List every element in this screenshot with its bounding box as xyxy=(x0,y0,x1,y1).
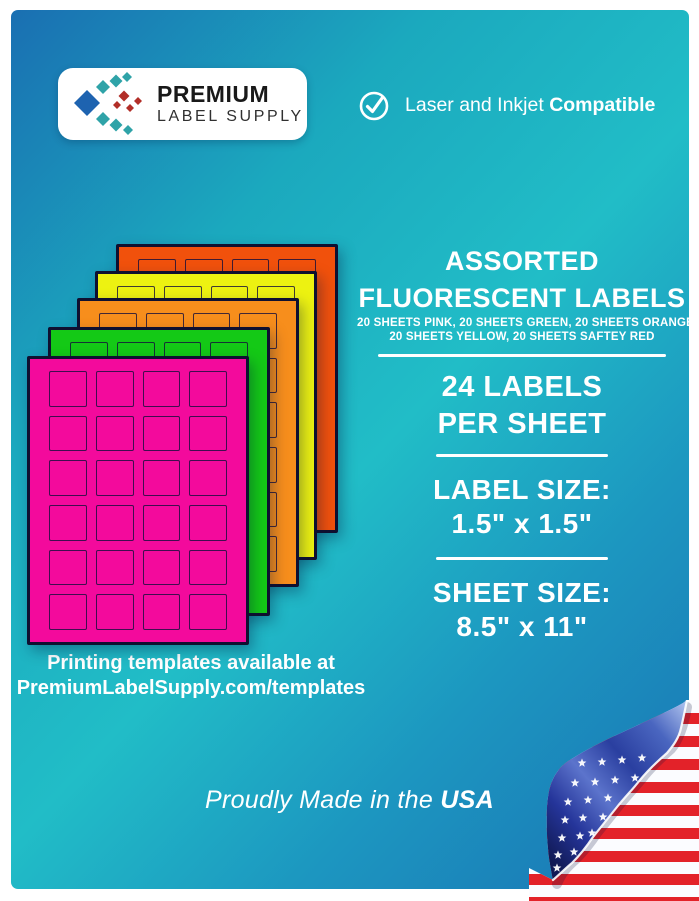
templates-note-url: PremiumLabelSupply.com/templates xyxy=(16,677,366,699)
label-square xyxy=(95,594,134,630)
headline-line1: ASSORTED xyxy=(444,246,600,276)
compatibility-text-bold: Compatible xyxy=(549,93,656,116)
label-square xyxy=(95,460,134,496)
brand-name-line1: PREMIUM xyxy=(157,81,270,107)
flag-star-icon xyxy=(610,775,620,784)
flag-star-icon xyxy=(598,812,608,821)
flag-star-icon xyxy=(637,753,647,762)
brand-name-line2: LABEL SUPPLY xyxy=(157,108,304,125)
labels-count-line1: 24 LABELS xyxy=(441,371,603,403)
label-square xyxy=(95,371,134,407)
headline-line2: FLUORESCENT LABELS xyxy=(358,283,686,313)
checkmark-icon xyxy=(359,91,389,121)
label-square xyxy=(142,460,181,496)
label-square xyxy=(95,505,134,541)
brand-logo-mark-icon xyxy=(74,72,142,135)
flag-stars xyxy=(552,753,647,872)
templates-note-line1: Printing templates available at xyxy=(47,652,335,674)
labels-count-line2: PER SHEET xyxy=(437,408,607,440)
label-square xyxy=(189,415,227,452)
divider xyxy=(436,557,608,560)
label-square xyxy=(189,594,227,630)
label-square xyxy=(49,549,87,586)
sheet-size-heading: SHEET SIZE: xyxy=(432,577,612,608)
templates-note: Printing templates available at PremiumL… xyxy=(12,651,370,701)
label-square xyxy=(189,460,227,496)
label-square xyxy=(189,371,227,407)
label-square xyxy=(95,415,134,452)
flag-star-icon xyxy=(563,797,573,806)
label-square xyxy=(95,549,134,586)
label-square xyxy=(49,415,87,452)
label-square xyxy=(49,594,87,630)
brand-logo: PREMIUM LABEL SUPPLY xyxy=(58,68,307,140)
label-square xyxy=(142,371,181,407)
label-square xyxy=(142,415,181,452)
made-in-regular: Proudly Made in the xyxy=(205,786,434,814)
flag-star-icon xyxy=(577,758,587,767)
flag-star-icon xyxy=(590,777,600,786)
product-info: ASSORTED FLUORESCENT LABELS 20 SHEETS PI… xyxy=(357,245,698,644)
made-in-usa-text: Proudly Made in the USA xyxy=(0,786,699,815)
flag-star-icon xyxy=(553,850,563,859)
label-square xyxy=(142,505,181,541)
divider xyxy=(378,354,666,357)
compatibility-text: Laser and Inkjet Compatible xyxy=(405,94,655,117)
label-square xyxy=(142,549,181,586)
flag-star-icon xyxy=(597,757,607,766)
headline-subtitle-line1: 20 SHEETS PINK, 20 SHEETS GREEN, 20 SHEE… xyxy=(357,317,698,329)
flag-star-icon xyxy=(575,831,585,840)
flag-star-icon xyxy=(578,813,588,822)
flag-star-icon xyxy=(587,828,597,837)
label-square xyxy=(189,549,227,586)
flag-star-icon xyxy=(569,847,579,856)
sheet-size-value: 8.5" x 11" xyxy=(456,611,588,642)
flag-star-icon xyxy=(570,778,580,787)
flag-star-icon xyxy=(560,815,570,824)
label-square xyxy=(142,594,181,630)
label-square xyxy=(49,505,87,541)
flag-star-icon xyxy=(583,795,593,804)
made-in-bold: USA xyxy=(440,786,494,814)
divider xyxy=(436,454,608,457)
label-square xyxy=(189,505,227,541)
flag-star-icon xyxy=(617,755,627,764)
label-size-value: 1.5" x 1.5" xyxy=(451,508,593,539)
flag-star-icon xyxy=(557,833,567,842)
label-square xyxy=(49,460,87,496)
brand-name: PREMIUM LABEL SUPPLY xyxy=(157,83,304,125)
flag-star-icon xyxy=(603,793,613,802)
compatibility-text-regular: Laser and Inkjet xyxy=(405,93,544,116)
headline-subtitle-line2: 20 SHEETS YELLOW, 20 SHEETS SAFTEY RED xyxy=(389,330,655,343)
label-sheet-pink xyxy=(27,356,249,645)
flag-star-icon xyxy=(630,773,640,782)
flag-star-icon xyxy=(552,863,562,872)
label-square xyxy=(49,371,87,407)
label-size-heading: LABEL SIZE: xyxy=(433,474,611,505)
usa-flag-page-curl xyxy=(529,700,699,901)
compatibility-badge: Laser and Inkjet Compatible xyxy=(356,87,655,123)
